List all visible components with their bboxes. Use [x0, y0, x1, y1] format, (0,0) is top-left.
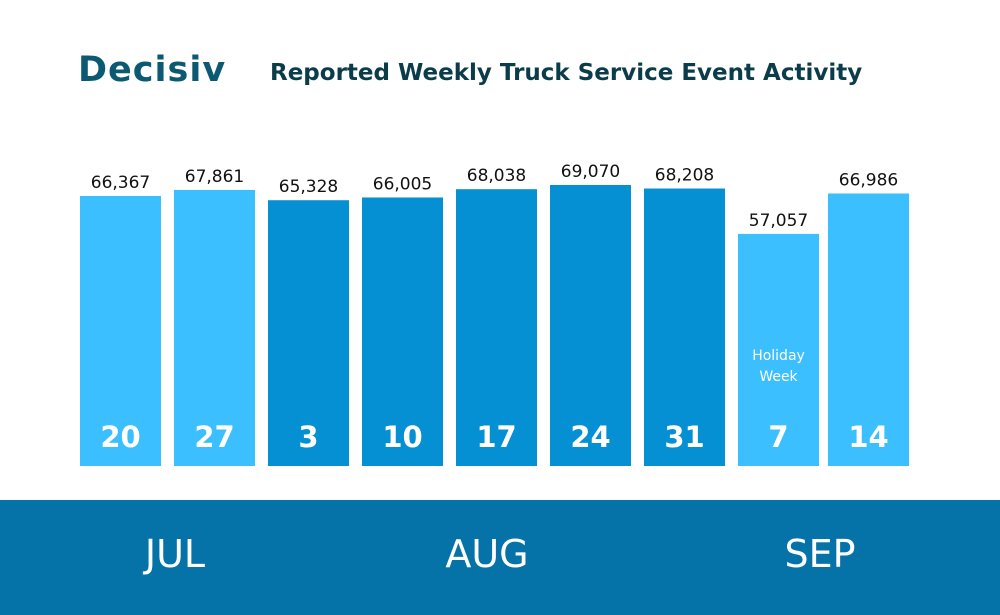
value-label: 65,328	[279, 177, 338, 197]
bar-week-7	[738, 233, 819, 466]
value-label: 69,070	[561, 162, 620, 182]
month-band	[0, 500, 1000, 615]
month-label-sep: SEP	[784, 532, 856, 576]
week-day-label: 27	[194, 420, 234, 454]
week-day-label: 10	[382, 420, 422, 454]
bar-chart: 66,367 20 67,861 27 65,328 3 66,005 10 68,038 17 6…	[80, 162, 909, 467]
value-label: 66,986	[839, 170, 898, 190]
week-day-label: 3	[298, 420, 318, 454]
month-label-jul: JUL	[144, 532, 206, 576]
bar-week-20	[80, 195, 161, 467]
bar-week-3	[268, 200, 349, 467]
value-label: 66,367	[91, 173, 150, 193]
holiday-week-annotation: Holiday Week	[752, 348, 805, 385]
week-day-label: 24	[570, 420, 610, 454]
week-day-label: 17	[476, 420, 516, 454]
bar-week-31	[644, 188, 725, 467]
value-label: 67,861	[185, 167, 244, 187]
week-day-label: 14	[848, 420, 888, 454]
week-day-label: 20	[100, 420, 140, 454]
bar-week-10	[362, 197, 443, 466]
value-label: 68,038	[467, 166, 526, 186]
week-day-label: 7	[768, 420, 788, 454]
bar-week-27	[174, 189, 255, 466]
bar-week-17	[456, 189, 537, 466]
month-label-aug: AUG	[445, 532, 529, 576]
bar-week-14	[828, 193, 909, 467]
chart-title: Reported Weekly Truck Service Event Acti…	[270, 60, 863, 86]
bar-week-24	[550, 185, 631, 466]
value-label: 57,057	[749, 211, 808, 231]
decisiv-logo: Decisiv	[78, 50, 227, 90]
week-day-label: 31	[664, 420, 704, 454]
value-label: 68,208	[655, 166, 714, 186]
value-label: 66,005	[373, 174, 432, 194]
